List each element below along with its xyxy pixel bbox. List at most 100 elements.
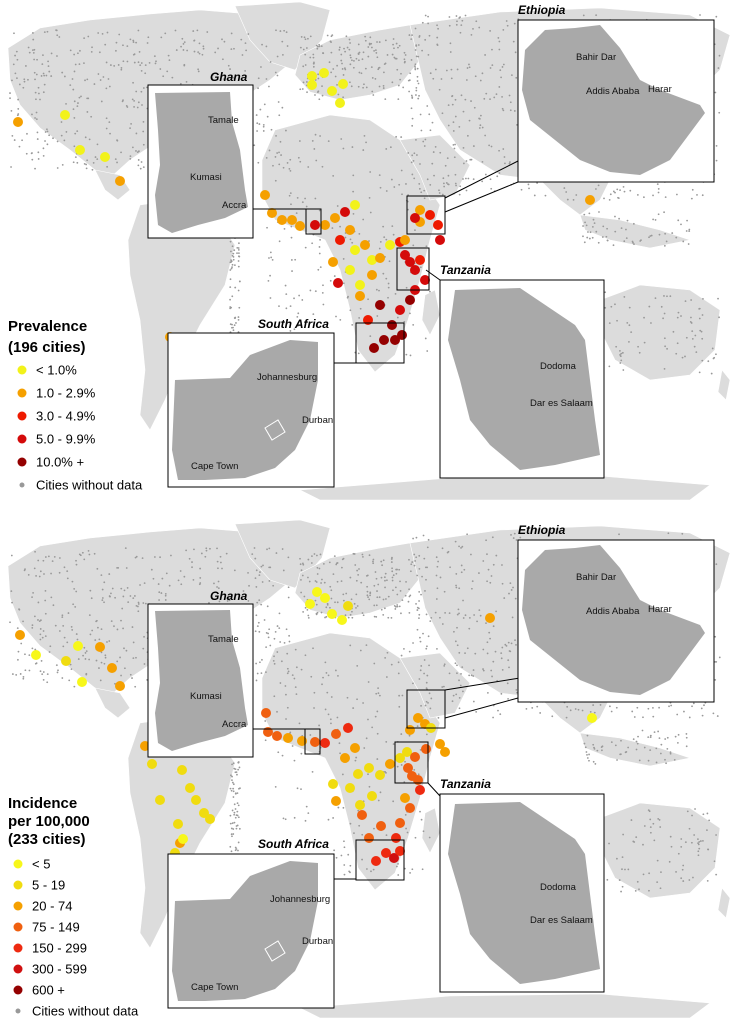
no-data-city-dot [253, 144, 256, 147]
city-data-point [400, 250, 410, 260]
no-data-city-dot [367, 681, 370, 683]
no-data-city-dot [349, 238, 352, 241]
no-data-city-dot [44, 131, 47, 133]
no-data-city-dot [208, 601, 210, 604]
no-data-city-dot [197, 51, 200, 54]
no-data-city-dot [314, 94, 316, 96]
no-data-city-dot [317, 73, 320, 76]
no-data-city-dot [660, 305, 663, 308]
no-data-city-dot [202, 47, 205, 50]
no-data-city-dot [411, 117, 414, 120]
no-data-city-dot [701, 314, 704, 316]
no-data-city-dot [278, 612, 281, 615]
no-data-city-dot [132, 81, 134, 84]
ghana-city-label: Kumasi [190, 691, 222, 702]
no-data-city-dot [125, 567, 128, 569]
no-data-city-dot [51, 560, 54, 563]
no-data-city-dot [101, 32, 104, 35]
no-data-city-dot [142, 87, 145, 89]
no-data-city-dot [260, 603, 263, 606]
no-data-city-dot [700, 330, 703, 333]
no-data-city-dot [448, 24, 451, 27]
no-data-city-dot [312, 62, 315, 65]
no-data-city-dot [652, 194, 654, 197]
city-data-point [357, 810, 367, 820]
no-data-city-dot [501, 564, 503, 566]
no-data-city-dot [186, 49, 189, 52]
no-data-city-dot [37, 151, 40, 154]
no-data-city-dot [342, 147, 345, 150]
no-data-city-dot [498, 172, 501, 174]
no-data-city-dot [317, 45, 319, 48]
no-data-city-dot [484, 54, 486, 56]
no-data-city-dot [458, 545, 460, 548]
no-data-city-dot [333, 555, 336, 558]
no-data-city-dot [44, 635, 47, 638]
no-data-city-dot [101, 588, 104, 591]
no-data-city-dot [304, 654, 307, 657]
no-data-city-dot [260, 565, 263, 568]
no-data-city-dot [273, 662, 276, 665]
no-data-city-dot [706, 879, 709, 882]
no-data-city-dot [399, 580, 401, 583]
no-data-city-dot [384, 579, 386, 582]
no-data-city-dot [648, 872, 651, 875]
no-data-city-dot [403, 320, 406, 323]
legend-swatch [17, 365, 27, 375]
legend-swatch [13, 943, 23, 953]
no-data-city-dot [304, 197, 306, 200]
no-data-city-dot [484, 134, 487, 137]
no-data-city-dot [441, 547, 444, 550]
no-data-city-dot [339, 318, 342, 321]
no-data-city-dot [74, 132, 77, 135]
no-data-city-dot [614, 230, 617, 233]
no-data-city-dot [415, 536, 418, 539]
no-data-city-dot [502, 148, 505, 150]
no-data-city-dot [230, 827, 233, 830]
no-data-city-dot [372, 868, 375, 871]
no-data-city-dot [116, 139, 118, 142]
no-data-city-dot [500, 76, 502, 79]
no-data-city-dot [143, 635, 145, 638]
no-data-city-dot [237, 768, 240, 771]
no-data-city-dot [137, 101, 140, 104]
no-data-city-dot [358, 568, 360, 570]
no-data-city-dot [321, 165, 324, 168]
no-data-city-dot [401, 193, 403, 196]
no-data-city-dot [233, 569, 236, 572]
no-data-city-dot [628, 324, 631, 327]
no-data-city-dot [470, 33, 473, 36]
no-data-city-dot [369, 335, 372, 338]
no-data-city-dot [600, 746, 603, 748]
no-data-city-dot [368, 42, 371, 45]
no-data-city-dot [315, 603, 318, 606]
no-data-city-dot [416, 75, 419, 78]
no-data-city-dot [622, 369, 625, 371]
no-data-city-dot [514, 51, 517, 54]
no-data-city-dot [684, 355, 686, 358]
no-data-city-dot [482, 669, 485, 672]
no-data-city-dot [230, 261, 233, 263]
no-data-city-dot [232, 790, 235, 793]
no-data-city-dot [279, 30, 282, 32]
no-data-city-dot [693, 834, 696, 836]
no-data-city-dot [337, 806, 340, 809]
no-data-city-dot [465, 177, 467, 180]
no-data-city-dot [56, 140, 59, 143]
city-data-point [185, 783, 195, 793]
no-data-city-dot [68, 679, 71, 682]
no-data-city-dot [38, 575, 41, 578]
no-data-city-dot [199, 567, 202, 570]
no-data-city-dot [97, 32, 100, 34]
no-data-city-dot [512, 537, 515, 539]
no-data-city-dot [318, 567, 321, 570]
no-data-city-dot [115, 49, 117, 52]
no-data-city-dot [66, 641, 69, 644]
city-data-point [355, 800, 365, 810]
no-data-city-dot [469, 158, 472, 161]
no-data-city-dot [412, 642, 414, 644]
no-data-city-dot [76, 130, 79, 133]
no-data-city-dot [321, 85, 323, 88]
no-data-city-dot [410, 161, 413, 164]
no-data-city-dot [426, 546, 429, 549]
